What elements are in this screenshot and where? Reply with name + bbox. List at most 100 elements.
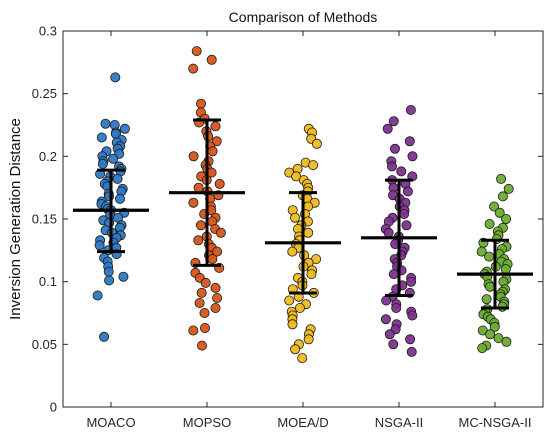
data-point [306,269,317,280]
data-point [194,297,205,308]
y-tick-label: 0.15 [32,212,57,227]
data-point [199,307,210,318]
data-point [388,339,399,350]
data-point [380,314,391,325]
data-point [188,197,199,208]
data-point [94,240,105,251]
data-point [193,182,204,193]
data-point [210,121,221,132]
data-point [200,277,211,288]
data-point [210,282,221,293]
data-point [489,201,500,212]
data-point [195,98,206,109]
data-point [297,353,308,364]
data-point [503,183,514,194]
data-point [407,310,418,321]
y-tick-label: 0.25 [32,86,57,101]
data-point [399,208,410,219]
data-point [388,116,399,127]
data-point [210,302,221,313]
data-point [196,340,207,351]
data-point [289,212,300,223]
data-point [406,346,417,357]
data-point [92,290,103,301]
data-point [212,292,223,303]
data-point [287,246,298,257]
data-point [386,161,397,172]
data-point [199,322,210,333]
data-point [391,302,402,313]
data-point [196,287,207,298]
data-point [496,173,507,184]
data-point [485,329,496,340]
chart-title: Comparison of Methods [229,9,378,25]
x-tick-label: MOPSO [183,415,231,430]
data-point [188,151,199,162]
data-point [212,246,223,257]
data-point [99,331,110,342]
data-point [290,344,301,355]
x-tick-label: MC-NSGA-II [459,415,532,430]
data-point [489,321,500,332]
data-point [477,343,488,354]
y-tick-label: 0 [50,400,57,415]
data-point [494,207,505,218]
x-axis: MOACO MOPSO MOEA/D NSGA-II MC-NSGA-II [86,31,531,430]
data-point [284,295,295,306]
x-tick-label: NSGA-II [375,415,423,430]
data-point [287,319,298,330]
data-point [382,123,393,134]
data-point [381,295,392,306]
data-point [383,227,394,238]
data-point [207,254,218,265]
y-tick-label: 0.2 [39,149,57,164]
data-point [308,160,319,171]
data-point [191,46,202,57]
y-tick-label: 0.3 [39,24,57,39]
data-point [303,334,314,345]
data-point [405,105,416,116]
data-point [388,269,399,280]
data-point [481,294,492,305]
y-axis-label: Inversion Generation Distance [7,118,24,320]
data-point [96,132,107,143]
data-point [484,218,495,229]
x-tick-label: MOACO [86,415,135,430]
data-point [396,166,407,177]
data-point [303,227,314,238]
data-point [404,136,415,147]
data-point [484,251,495,262]
data-point [501,213,512,224]
data-point [103,266,114,277]
data-point [100,118,111,129]
data-point [104,275,115,286]
data-point [294,302,305,313]
data-point [115,193,126,204]
data-point [118,271,129,282]
data-point [401,220,412,231]
data-point [311,138,322,149]
data-point [188,325,199,336]
y-axis: 0 0.05 0.1 0.15 0.2 0.25 0.3 [32,24,543,415]
data-point [188,63,199,74]
data-point [500,264,511,275]
y-tick-label: 0.05 [32,337,57,352]
data-point [476,246,487,257]
data-point [402,186,413,197]
data-point [484,281,495,292]
data-point [214,178,225,189]
data-point [407,151,418,162]
data-point [193,235,204,246]
summary-lines [73,118,533,310]
data-point [195,220,206,231]
data-point [389,143,400,154]
data-point [405,334,416,345]
data-point [112,173,123,184]
data-point [110,72,121,83]
data-point [501,336,512,347]
data-point [119,123,130,134]
data-point [108,153,119,164]
